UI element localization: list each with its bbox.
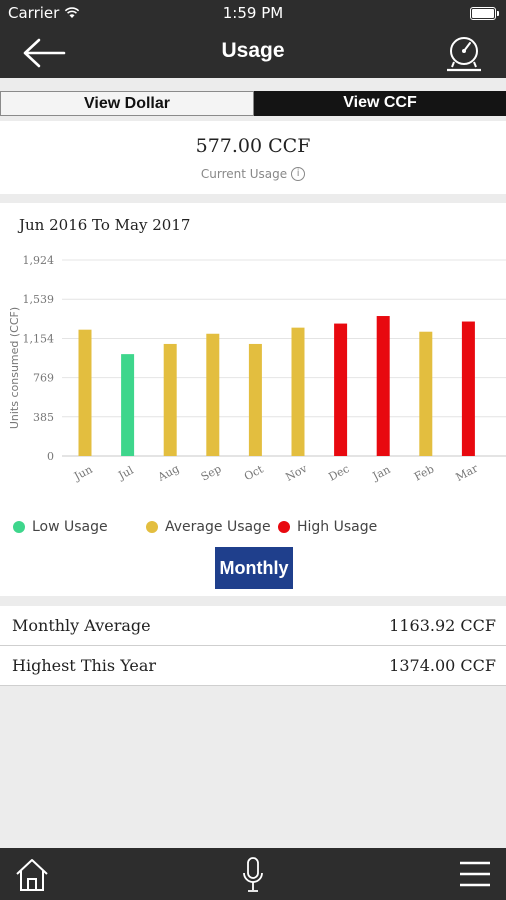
- unit-toggle: View Dollar View CCF: [0, 91, 506, 116]
- battery-icon: [470, 7, 499, 20]
- legend-average: Average Usage: [146, 519, 271, 535]
- highest-this-year-value: 1374.00 CCF: [389, 656, 496, 675]
- monthly-average-row: Monthly Average 1163.92 CCF: [0, 606, 506, 646]
- view-dollar-tab[interactable]: View Dollar: [0, 91, 254, 116]
- legend-low-swatch: [13, 521, 25, 533]
- bar-nov: [291, 327, 305, 456]
- menu-icon[interactable]: [458, 860, 492, 888]
- x-tick-label: Jul: [115, 463, 136, 482]
- y-tick-label: 769: [33, 372, 54, 385]
- home-icon[interactable]: [14, 857, 50, 893]
- y-axis-label: Units consumed (CCF): [8, 307, 21, 429]
- bar-jul: [121, 354, 135, 456]
- bar-jan: [376, 316, 390, 456]
- legend-low-label: Low Usage: [32, 519, 108, 535]
- legend-high-label: High Usage: [297, 519, 378, 535]
- usage-bar-chart: 0 385 769 1,154 1,539 1,924 Units consumed (CC…: [8, 254, 506, 484]
- current-usage-value: 577.00 CCF: [195, 135, 311, 157]
- back-arrow-icon[interactable]: [22, 36, 66, 70]
- bar-oct: [248, 343, 262, 456]
- legend-average-swatch: [146, 521, 158, 533]
- clock: 1:59 PM: [222, 4, 284, 22]
- status-bar: Carrier 1:59 PM: [0, 0, 506, 28]
- monthly-button[interactable]: Monthly: [215, 547, 293, 589]
- y-tick-label: 1,539: [23, 293, 55, 306]
- carrier-indicator: Carrier: [8, 4, 80, 22]
- legend-high: High Usage: [278, 519, 377, 535]
- page-title: Usage: [221, 39, 285, 62]
- tab-bar: [0, 848, 506, 900]
- y-tick-label: 1,924: [23, 254, 55, 267]
- y-tick-label: 385: [33, 411, 54, 424]
- bar-dec: [334, 323, 348, 456]
- x-tick-label: Jun: [71, 463, 94, 484]
- x-tick-label: Sep: [199, 462, 224, 483]
- x-tick-label: Aug: [155, 462, 181, 484]
- monthly-average-label: Monthly Average: [12, 616, 151, 635]
- legend-low: Low Usage: [13, 519, 108, 535]
- highest-this-year-label: Highest This Year: [12, 656, 157, 675]
- current-usage-label-row: Current Usage i: [0, 167, 506, 181]
- chart-title: Jun 2016 To May 2017: [19, 216, 191, 234]
- carrier-label: Carrier: [8, 4, 60, 22]
- x-tick-label: Nov: [283, 462, 310, 484]
- usage-chart-card: Jun 2016 To May 2017 0 385 769 1,154 1,539 1,…: [0, 203, 506, 596]
- bar-mar: [461, 321, 475, 456]
- legend-average-label: Average Usage: [165, 519, 271, 535]
- x-tick-label: Jan: [370, 463, 393, 483]
- microphone-icon[interactable]: [242, 856, 264, 894]
- monthly-average-value: 1163.92 CCF: [389, 616, 496, 635]
- current-usage-label: Current Usage: [200, 167, 288, 181]
- current-usage-card: 577.00 CCF Current Usage i: [0, 121, 506, 194]
- highest-this-year-row: Highest This Year 1374.00 CCF: [0, 646, 506, 686]
- legend-high-swatch: [278, 521, 290, 533]
- x-tick-label: Feb: [412, 462, 436, 483]
- view-ccf-tab[interactable]: View CCF: [254, 91, 506, 116]
- bar-jun: [78, 329, 92, 456]
- nav-bar: Usage: [0, 28, 506, 78]
- bar-aug: [163, 343, 177, 456]
- x-tick-label: Dec: [326, 462, 351, 484]
- usage-stats: Monthly Average 1163.92 CCF Highest This…: [0, 606, 506, 686]
- bar-feb: [419, 331, 433, 456]
- y-tick-label: 1,154: [23, 332, 55, 345]
- x-tick-label: Mar: [454, 461, 481, 484]
- wifi-icon: [65, 7, 80, 18]
- x-tick-label: Oct: [242, 462, 266, 483]
- bar-sep: [206, 333, 220, 456]
- gauge-icon[interactable]: [444, 34, 484, 74]
- y-tick-label: 0: [47, 450, 54, 463]
- info-icon[interactable]: i: [291, 167, 306, 181]
